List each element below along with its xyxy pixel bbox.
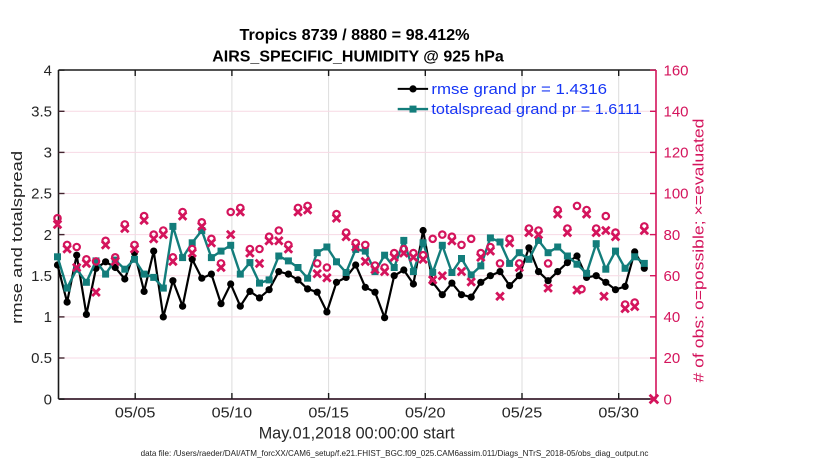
svg-text:0: 0: [44, 391, 52, 408]
svg-text:May.01,2018 00:00:00 start: May.01,2018 00:00:00 start: [259, 424, 455, 442]
svg-text:3: 3: [44, 145, 52, 162]
svg-text:05/15: 05/15: [308, 405, 349, 422]
svg-text:# of obs: o=possible; ×=evalua: # of obs: o=possible; ×=evaluated: [691, 119, 708, 383]
svg-text:120: 120: [664, 145, 689, 162]
svg-text:05/20: 05/20: [405, 405, 446, 422]
svg-text:4: 4: [44, 62, 52, 79]
svg-text:05/05: 05/05: [115, 405, 156, 422]
svg-text:20: 20: [664, 350, 681, 367]
svg-text:2: 2: [44, 227, 52, 244]
svg-text:40: 40: [664, 309, 681, 326]
svg-text:2.5: 2.5: [31, 186, 52, 203]
svg-text:Tropics 8739 / 8880 = 98.412%: Tropics 8739 / 8880 = 98.412%: [240, 27, 470, 44]
svg-text:0: 0: [664, 391, 672, 408]
svg-text:05/10: 05/10: [212, 405, 253, 422]
svg-text:0.5: 0.5: [31, 350, 52, 367]
svg-text:140: 140: [664, 104, 689, 121]
svg-text:60: 60: [664, 268, 681, 285]
svg-text:rmse and totalspread: rmse and totalspread: [9, 151, 26, 324]
svg-text:AIRS_SPECIFIC_HUMIDITY @ 925 h: AIRS_SPECIFIC_HUMIDITY @ 925 hPa: [212, 49, 504, 66]
svg-text:1.5: 1.5: [31, 268, 52, 285]
svg-text:05/25: 05/25: [502, 405, 543, 422]
svg-text:3.5: 3.5: [31, 104, 52, 121]
svg-text:rmse grand pr = 1.4316: rmse grand pr = 1.4316: [431, 81, 607, 98]
svg-text:data file: /Users/raeder/DAI/A: data file: /Users/raeder/DAI/ATM_forcXX/…: [141, 449, 649, 458]
svg-text:80: 80: [664, 227, 681, 244]
svg-text:05/30: 05/30: [598, 405, 639, 422]
svg-text:1: 1: [44, 309, 52, 326]
svg-text:160: 160: [664, 62, 689, 79]
svg-text:100: 100: [664, 186, 689, 203]
svg-text:totalspread grand pr = 1.6111: totalspread grand pr = 1.6111: [431, 101, 641, 118]
